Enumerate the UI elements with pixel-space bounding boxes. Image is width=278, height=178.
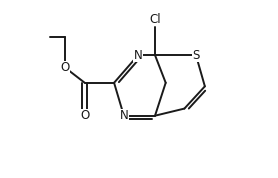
Text: O: O (80, 109, 89, 122)
Text: N: N (134, 49, 143, 62)
Text: Cl: Cl (149, 13, 161, 26)
Text: S: S (192, 49, 200, 62)
Text: N: N (120, 109, 128, 122)
Text: O: O (61, 61, 70, 74)
